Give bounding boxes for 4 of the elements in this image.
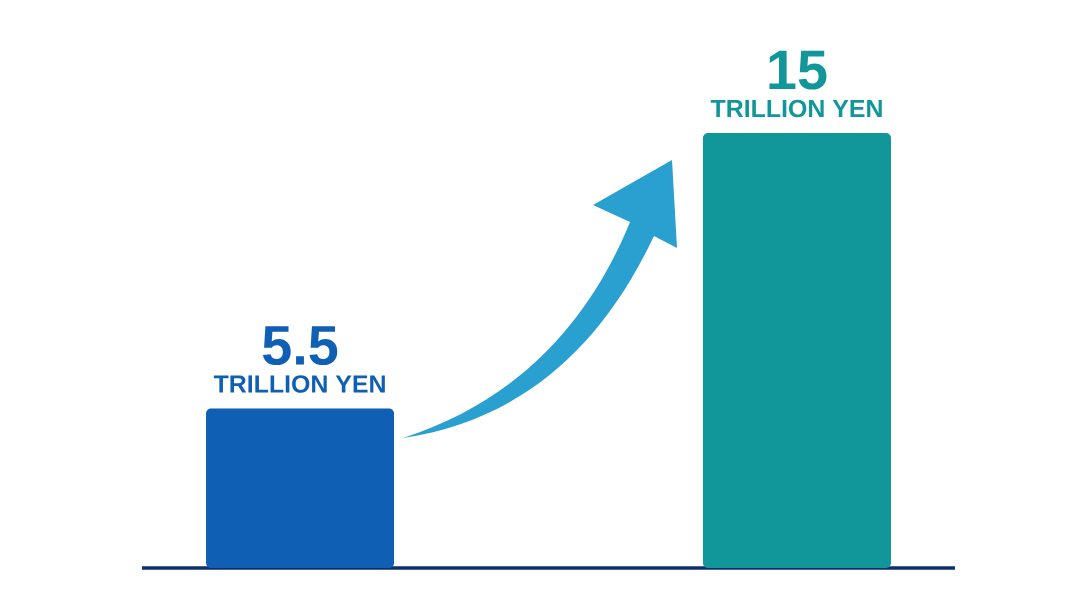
annotation: TRILLION YEN bbox=[710, 99, 882, 118]
data-label: 15 bbox=[769, 50, 827, 90]
data-label: 5.5 bbox=[262, 326, 338, 366]
annotation: TRILLION YEN bbox=[213, 375, 385, 393]
